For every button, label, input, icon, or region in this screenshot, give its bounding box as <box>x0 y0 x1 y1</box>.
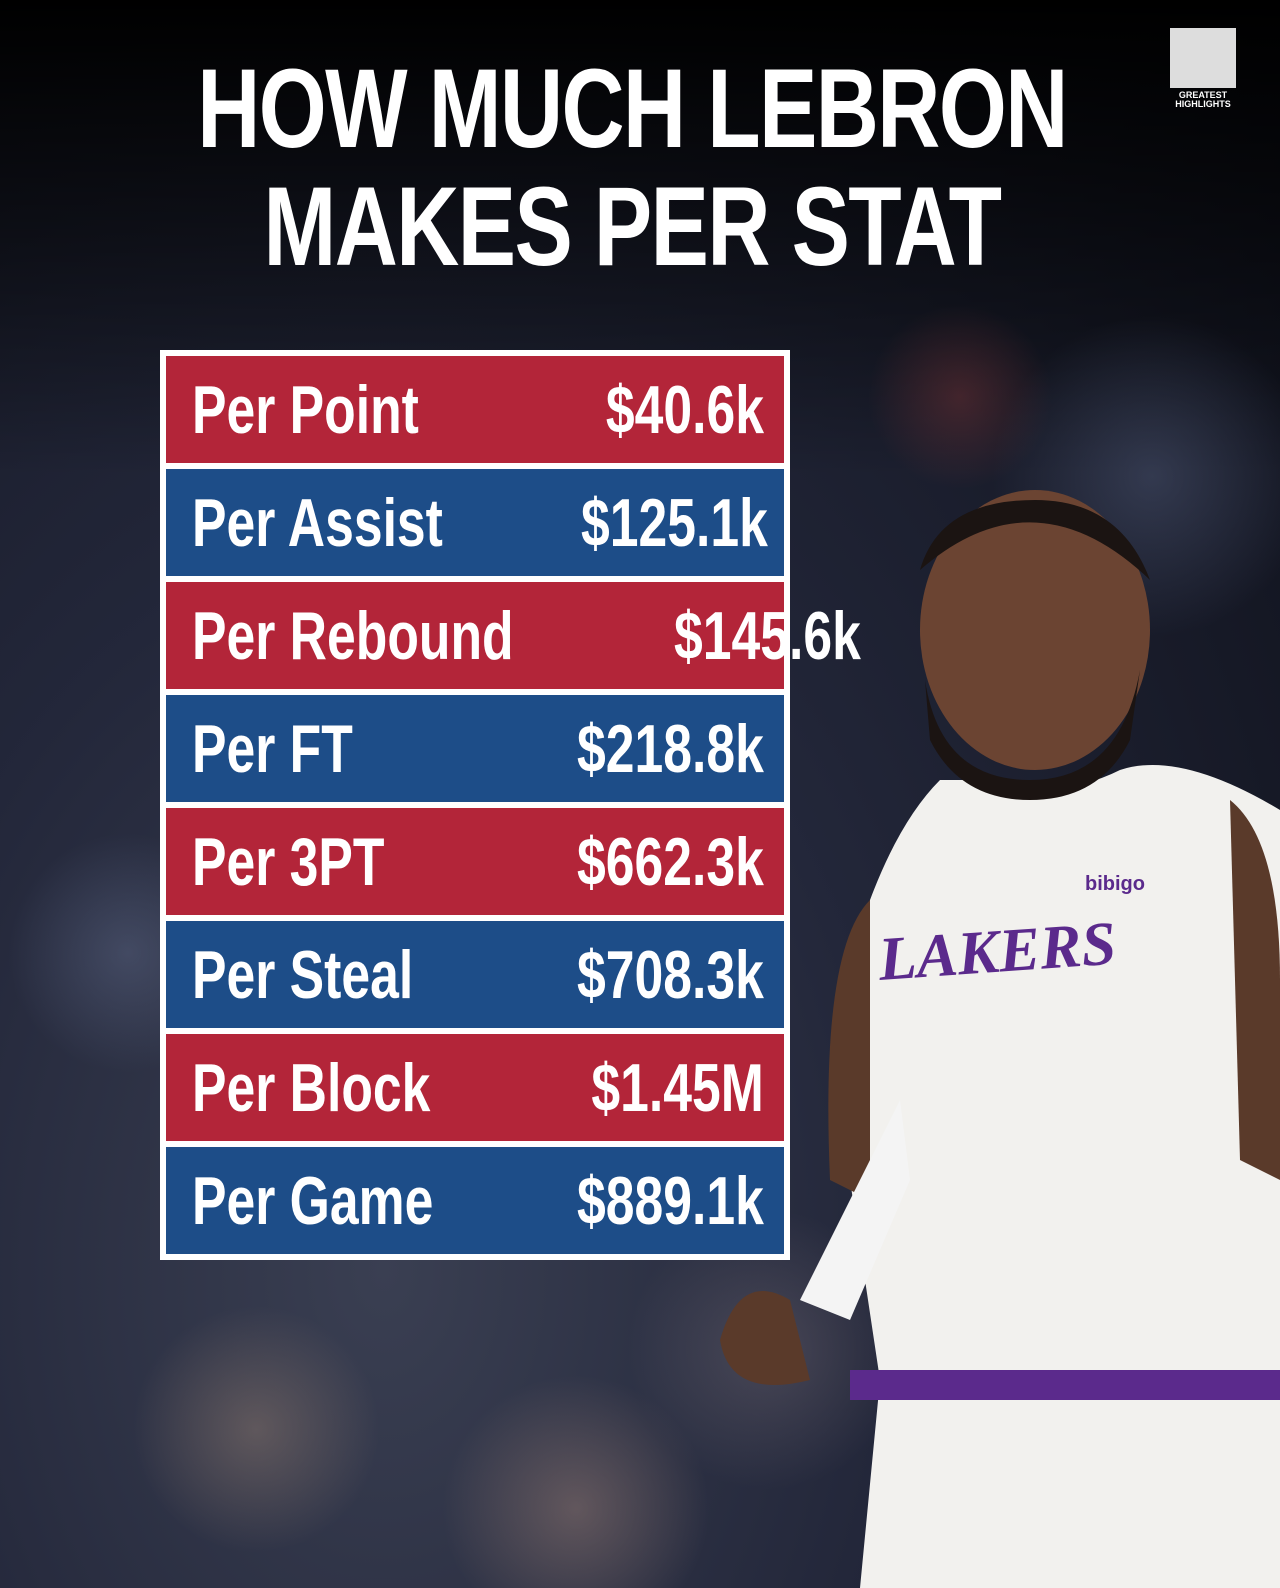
title-line: MAKES PER STAT <box>263 164 1002 289</box>
table-row: Per Rebound $145.6k <box>166 582 861 689</box>
stat-label: Per Game <box>192 1162 434 1239</box>
player-photo: bibigo LAKERS <box>720 490 1280 1588</box>
stat-label: Per 3PT <box>192 823 385 900</box>
stat-label: Per Assist <box>192 484 443 561</box>
title-line: HOW MUCH LEBRON <box>197 46 1068 171</box>
stat-label: Per Block <box>192 1049 431 1126</box>
stat-label: Per Point <box>192 371 419 448</box>
logo-mark <box>1170 28 1236 88</box>
stat-value: $662.3k <box>577 823 764 900</box>
table-row: Per FT $218.8k <box>166 695 784 802</box>
table-row: Per Point $40.6k <box>166 356 784 463</box>
stat-value: $40.6k <box>605 371 764 448</box>
stat-label: Per Steal <box>192 936 414 1013</box>
stat-value: $889.1k <box>577 1162 764 1239</box>
title: HOW MUCH LEBRON MAKES PER STAT <box>0 50 1264 286</box>
stat-label: Per FT <box>192 710 353 787</box>
jersey-team: LAKERS <box>875 910 1118 994</box>
stat-label: Per Rebound <box>192 597 514 674</box>
table-row: Per 3PT $662.3k <box>166 808 784 915</box>
logo: GREATEST HIGHLIGHTS <box>1170 28 1236 109</box>
table-row: Per Game $889.1k <box>166 1147 784 1254</box>
table-row: Per Assist $125.1k <box>166 469 784 576</box>
stat-value: $218.8k <box>577 710 764 787</box>
stat-value: $145.6k <box>674 597 861 674</box>
jersey-sponsor: bibigo <box>1085 873 1145 895</box>
stat-table: Per Point $40.6k Per Assist $125.1k Per Rebo… <box>160 350 861 1260</box>
logo-text: GREATEST <box>1178 90 1228 100</box>
stat-value: $1.45M <box>591 1049 764 1126</box>
stat-value: $125.1k <box>581 484 768 561</box>
table-row: Per Steal $708.3k <box>166 921 784 1028</box>
stat-value: $708.3k <box>577 936 764 1013</box>
table-row: Per Block $1.45M <box>166 1034 784 1141</box>
logo-text: HIGHLIGHTS <box>1175 99 1231 109</box>
